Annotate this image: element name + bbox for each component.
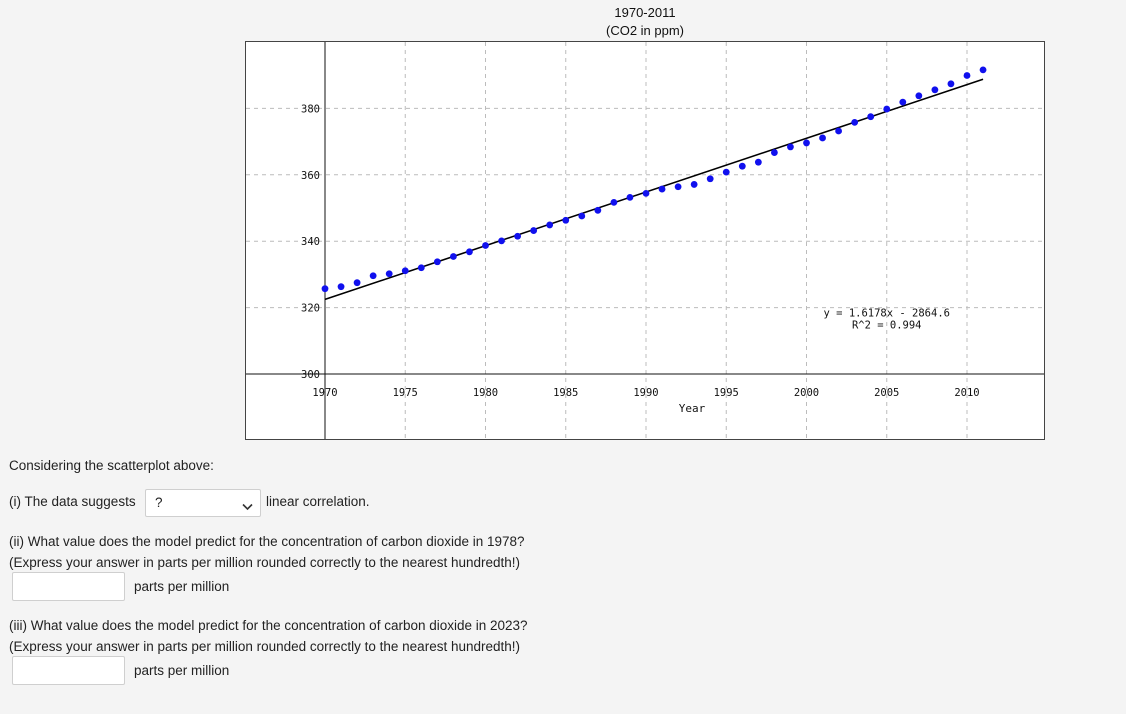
data-point (835, 127, 842, 135)
y-tick-label: 360 (301, 170, 320, 182)
data-point (562, 216, 570, 224)
data-point (401, 267, 409, 275)
tick-labels: 1970 1975 1980 1985 1990 1995 2000 2005 2010 300 3… (301, 103, 980, 399)
chart-subtitle: (CO2 in ppm) (605, 23, 685, 38)
data-point (931, 86, 939, 94)
data-points (321, 66, 987, 293)
data-point (819, 134, 826, 142)
data-point (610, 198, 618, 206)
data-point (514, 232, 521, 240)
data-point (594, 206, 602, 214)
data-point (851, 118, 859, 126)
data-point (722, 168, 730, 176)
data-point (690, 181, 698, 188)
x-tick-label: 1980 (473, 387, 498, 399)
x-axis-label: Year (679, 402, 706, 415)
chevron-down-icon (242, 499, 253, 514)
chart-labels: Year y = 1.6178x - 2864.6 R^2 = 0.994 (679, 308, 950, 415)
grid-lines (246, 42, 1044, 439)
x-tick-label: 1970 (312, 387, 337, 399)
regression-equation: y = 1.6178x - 2864.6 (824, 308, 950, 320)
x-tick-label: 1985 (553, 387, 578, 399)
data-point (771, 149, 778, 156)
data-point (626, 193, 634, 201)
data-point (546, 221, 554, 229)
axes (246, 42, 1044, 439)
x-tick-label: 1995 (714, 387, 739, 399)
data-point (754, 158, 762, 166)
part-iii-instruction: (Express your answer in parts per millio… (9, 639, 520, 654)
part-ii-unit: parts per million (134, 579, 230, 594)
data-point (899, 98, 907, 106)
data-point (915, 92, 923, 100)
data-point (353, 279, 361, 287)
part-ii-question: (ii) What value does the model predict f… (9, 534, 525, 549)
data-point (578, 212, 586, 220)
data-point (803, 139, 810, 147)
data-point (466, 248, 473, 256)
y-tick-label: 380 (301, 103, 320, 115)
correlation-select-value: ? (155, 495, 163, 510)
data-point (979, 66, 987, 74)
y-tick-label: 300 (301, 369, 320, 381)
data-point (674, 183, 682, 191)
data-point (498, 237, 505, 245)
data-point (963, 72, 971, 79)
data-point (867, 113, 875, 121)
x-tick-label: 1990 (633, 387, 658, 399)
part-iii-unit: parts per million (134, 663, 230, 678)
data-point (385, 270, 393, 278)
data-point (417, 264, 425, 272)
data-point (337, 283, 345, 291)
data-point (433, 258, 441, 266)
y-tick-label: 340 (301, 236, 320, 248)
answer-2023-input[interactable] (12, 656, 125, 685)
data-point (450, 253, 457, 260)
x-tick-label: 1975 (393, 387, 418, 399)
r-squared-label: R^2 = 0.994 (852, 320, 922, 332)
data-point (738, 162, 746, 170)
data-point (787, 143, 794, 151)
scatter-chart: 1970 1975 1980 1985 1990 1995 2000 2005 2010 300 3… (245, 41, 1045, 440)
part-ii-instruction: (Express your answer in parts per millio… (9, 555, 520, 570)
data-point (369, 272, 377, 280)
part-i-prefix: (i) The data suggests (9, 494, 136, 509)
plot-frame (245, 41, 1045, 440)
data-point (706, 175, 714, 183)
data-point (530, 227, 538, 234)
data-point (482, 242, 489, 249)
data-point (658, 185, 666, 193)
data-point (883, 105, 891, 113)
x-tick-label: 2005 (874, 387, 899, 399)
data-point (321, 285, 329, 293)
part-i-suffix: linear correlation. (266, 494, 370, 509)
correlation-select[interactable]: ? (145, 489, 261, 517)
data-point (947, 80, 955, 88)
part-iii-question: (iii) What value does the model predict … (9, 618, 528, 633)
question-intro: Considering the scatterplot above: (9, 458, 214, 473)
data-point (642, 189, 650, 197)
chart-title: 1970-2011 (614, 5, 676, 20)
x-tick-label: 2000 (794, 387, 819, 399)
y-tick-label: 320 (301, 303, 320, 315)
answer-1978-input[interactable] (12, 572, 125, 601)
x-tick-label: 2010 (954, 387, 979, 399)
